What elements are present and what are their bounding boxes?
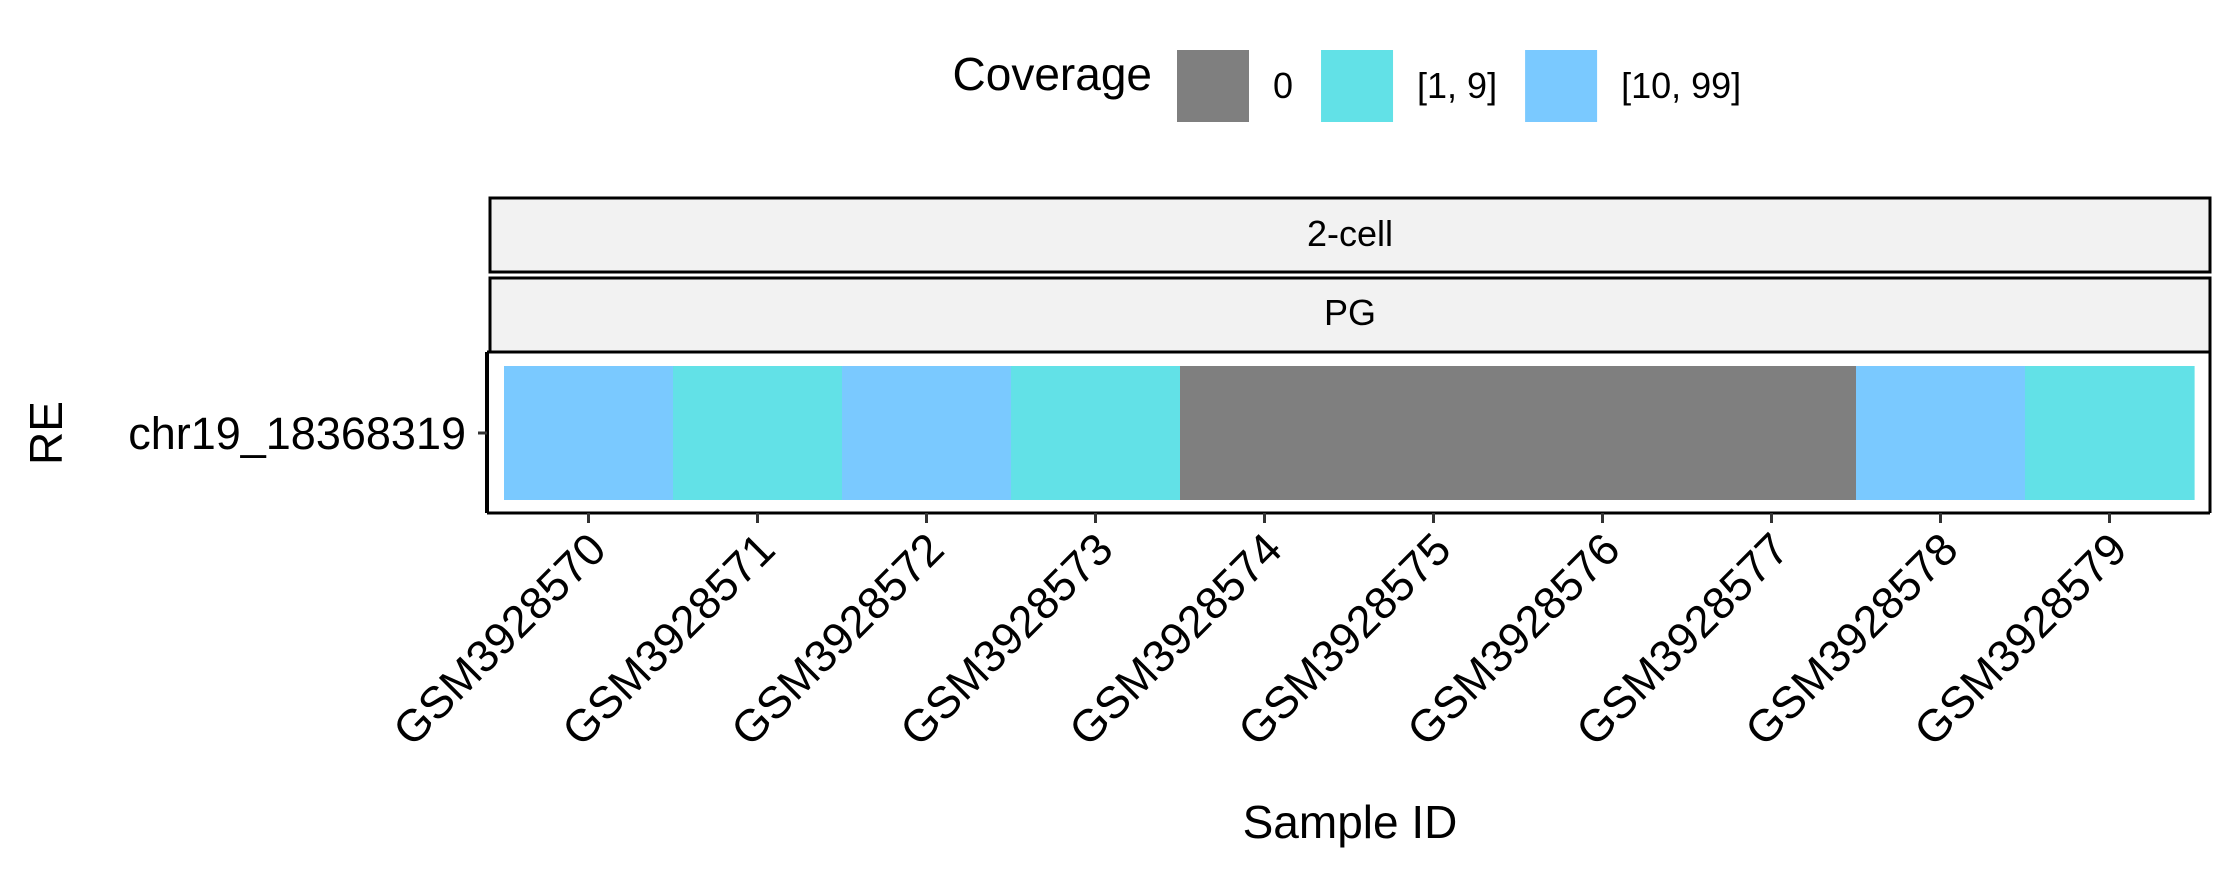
x-axis-title: Sample ID — [1243, 796, 1458, 848]
heatmap-cell — [1011, 366, 1181, 500]
heatmap-cell — [1349, 366, 1519, 500]
heatmap-cell — [842, 366, 1012, 500]
y-axis-title: RE — [20, 401, 72, 465]
legend-title: Coverage — [953, 48, 1152, 100]
x-axis: GSM3928570GSM3928571GSM3928572GSM3928573… — [383, 513, 2137, 755]
y-axis: chr19_18368319 — [128, 408, 487, 459]
heatmap-cell — [2025, 366, 2195, 500]
legend-label-2: [10, 99] — [1621, 65, 1741, 106]
heatmap-cell — [1687, 366, 1857, 500]
legend-label-0: 0 — [1273, 65, 1293, 106]
facet-strip-bottom: PG — [488, 276, 2212, 354]
legend-label-1: [1, 9] — [1417, 65, 1497, 106]
legend-key-1 — [1321, 50, 1394, 122]
facet-label-group: PG — [1324, 292, 1376, 333]
legend: Coverage 0 [1, 9] [10, 99] — [953, 48, 1741, 122]
heatmap-cell — [673, 366, 843, 500]
facet-strip-top: 2-cell — [488, 196, 2212, 274]
heatmap-cell — [1180, 366, 1350, 500]
heatmap-cell — [504, 366, 674, 500]
legend-key-2 — [1525, 50, 1598, 122]
heatmap-cell — [1856, 366, 2026, 500]
facet-label-stage: 2-cell — [1307, 213, 1393, 254]
y-tick-label: chr19_18368319 — [128, 408, 466, 459]
plot-panel — [485, 350, 2212, 515]
legend-key-0 — [1177, 50, 1249, 122]
heatmap-cell — [1518, 366, 1688, 500]
